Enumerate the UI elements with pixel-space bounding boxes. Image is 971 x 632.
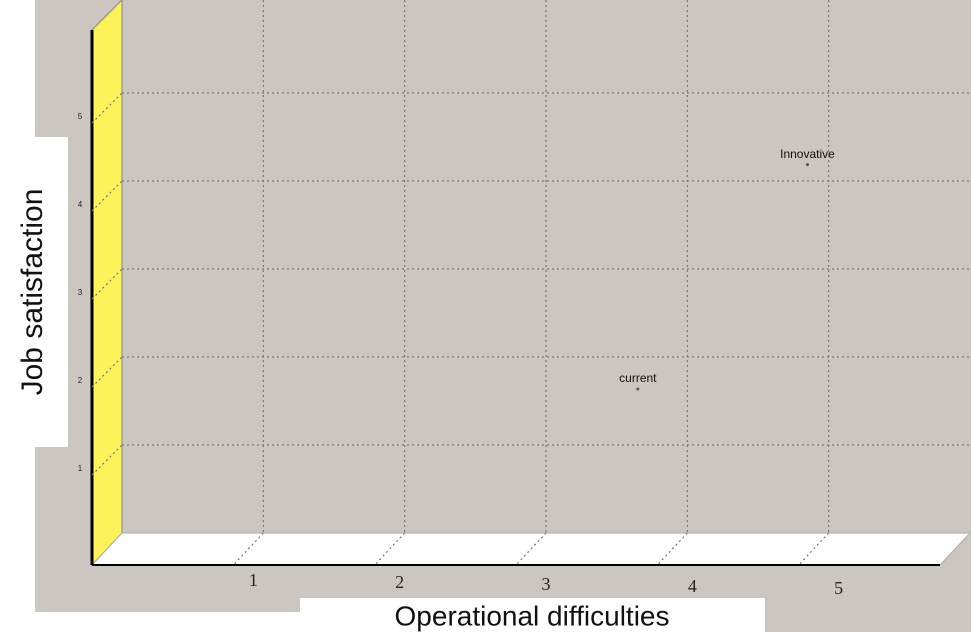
grid-line — [91, 180, 123, 212]
grid-line — [656, 532, 688, 566]
point-label: Innovative — [780, 147, 835, 161]
background — [35, 0, 971, 612]
y-tick-label: 2 — [78, 376, 83, 385]
y-axis-label: Job satisfaction — [16, 189, 49, 396]
y-tick-label: 5 — [78, 112, 83, 121]
y-tick-label: 4 — [78, 200, 83, 209]
x-tick-label: 2 — [395, 572, 404, 592]
point — [636, 387, 640, 391]
grid-line — [374, 532, 406, 566]
grid-line — [91, 356, 123, 388]
x-tick-label: 1 — [249, 570, 258, 590]
point-label: current — [619, 371, 657, 385]
y-label-box — [0, 137, 68, 447]
point — [805, 163, 809, 167]
grid-line — [91, 268, 123, 300]
x-label-box — [300, 598, 765, 632]
x-tick-label: 4 — [688, 576, 697, 596]
y-tick-label: 1 — [78, 464, 83, 473]
x-tick-label: 3 — [542, 574, 551, 594]
grid-line — [91, 444, 123, 476]
left-wall — [91, 0, 123, 567]
background — [765, 600, 971, 632]
y-tick-label: 3 — [78, 288, 83, 297]
grid-line — [798, 532, 830, 566]
x-axis-label: Operational difficulties — [395, 600, 670, 631]
grid-line — [515, 532, 547, 566]
grid-line — [91, 92, 123, 124]
x-tick-label: 5 — [834, 578, 843, 598]
grid-line — [232, 532, 264, 566]
